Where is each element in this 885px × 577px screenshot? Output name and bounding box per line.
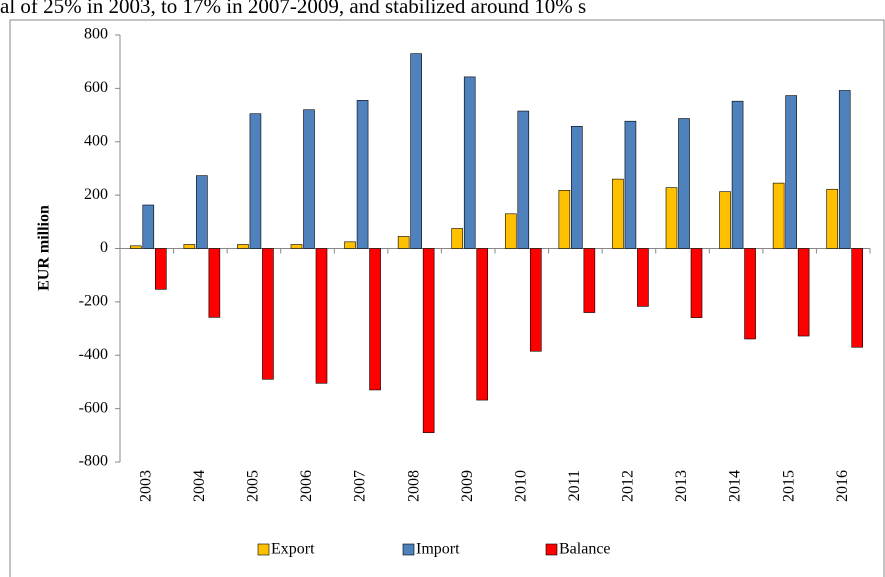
bar	[397, 236, 410, 249]
bar	[183, 244, 196, 249]
x-tick-label: 2003	[137, 470, 154, 502]
bar	[637, 248, 649, 307]
bar	[344, 241, 356, 249]
y-tick-label: 200	[84, 186, 108, 203]
legend-swatch	[257, 543, 270, 556]
bar	[315, 248, 328, 384]
bar	[422, 248, 435, 433]
y-axis-label: EUR million	[36, 205, 53, 291]
bar	[731, 100, 744, 249]
bar	[303, 109, 315, 249]
bar	[529, 248, 542, 352]
x-tick-label: 2016	[834, 470, 851, 502]
bar	[463, 76, 476, 249]
y-tick-label: 800	[84, 26, 108, 43]
bar	[583, 248, 596, 313]
x-tick-label: 2006	[298, 470, 315, 502]
y-tick-label: -800	[79, 453, 108, 470]
bar	[690, 248, 703, 318]
bar	[744, 248, 756, 340]
legend-label: Balance	[559, 541, 611, 558]
bar	[154, 248, 167, 290]
bar	[451, 228, 464, 249]
bar	[797, 248, 810, 337]
bar	[665, 187, 678, 249]
bar	[504, 213, 517, 249]
bar	[249, 113, 262, 249]
y-tick-label: -400	[79, 346, 108, 363]
legend-swatch	[402, 543, 415, 556]
bar	[517, 110, 530, 249]
x-tick-label: 2004	[191, 470, 208, 502]
x-tick-label: 2013	[673, 470, 690, 502]
x-tick-label: 2005	[245, 470, 262, 502]
bar	[237, 244, 249, 249]
x-tick-label: 2014	[727, 470, 744, 502]
legend-swatch	[545, 543, 558, 556]
x-tick-label: 2008	[405, 470, 422, 502]
bar	[356, 100, 369, 249]
y-tick-label: -200	[79, 293, 108, 310]
x-tick-label: 2010	[512, 470, 529, 502]
legend-label: Export	[271, 541, 315, 558]
y-tick-label: -600	[79, 399, 108, 416]
x-tick-label: 2009	[459, 470, 476, 502]
bar	[838, 90, 851, 249]
bar	[410, 53, 422, 249]
bar	[571, 125, 583, 249]
bar	[612, 178, 624, 249]
x-tick-label: 2011	[566, 470, 583, 501]
bar	[129, 245, 142, 249]
x-tick-label: 2015	[780, 470, 797, 502]
bar	[785, 95, 797, 249]
bar	[476, 248, 489, 401]
annotation: al of 25% in 2003, to 17% in 2007-2009, …	[0, 0, 586, 18]
x-tick-label: 2012	[620, 470, 637, 502]
y-tick-label: 400	[84, 132, 108, 149]
bar	[678, 118, 690, 249]
bar	[851, 248, 864, 348]
bar	[624, 120, 637, 249]
bar	[290, 244, 303, 249]
bar	[826, 188, 839, 249]
bar	[262, 248, 274, 380]
chart-border	[9, 19, 885, 577]
bar	[208, 248, 221, 318]
x-tick-label: 2007	[352, 470, 369, 502]
bar	[196, 175, 208, 249]
bar	[142, 204, 155, 249]
y-tick-label: 0	[100, 239, 108, 256]
bar	[772, 182, 785, 249]
bar	[719, 191, 731, 249]
bar	[369, 248, 381, 391]
y-tick-label: 600	[84, 79, 108, 96]
bar	[558, 190, 571, 249]
legend-label: Import	[416, 541, 460, 558]
